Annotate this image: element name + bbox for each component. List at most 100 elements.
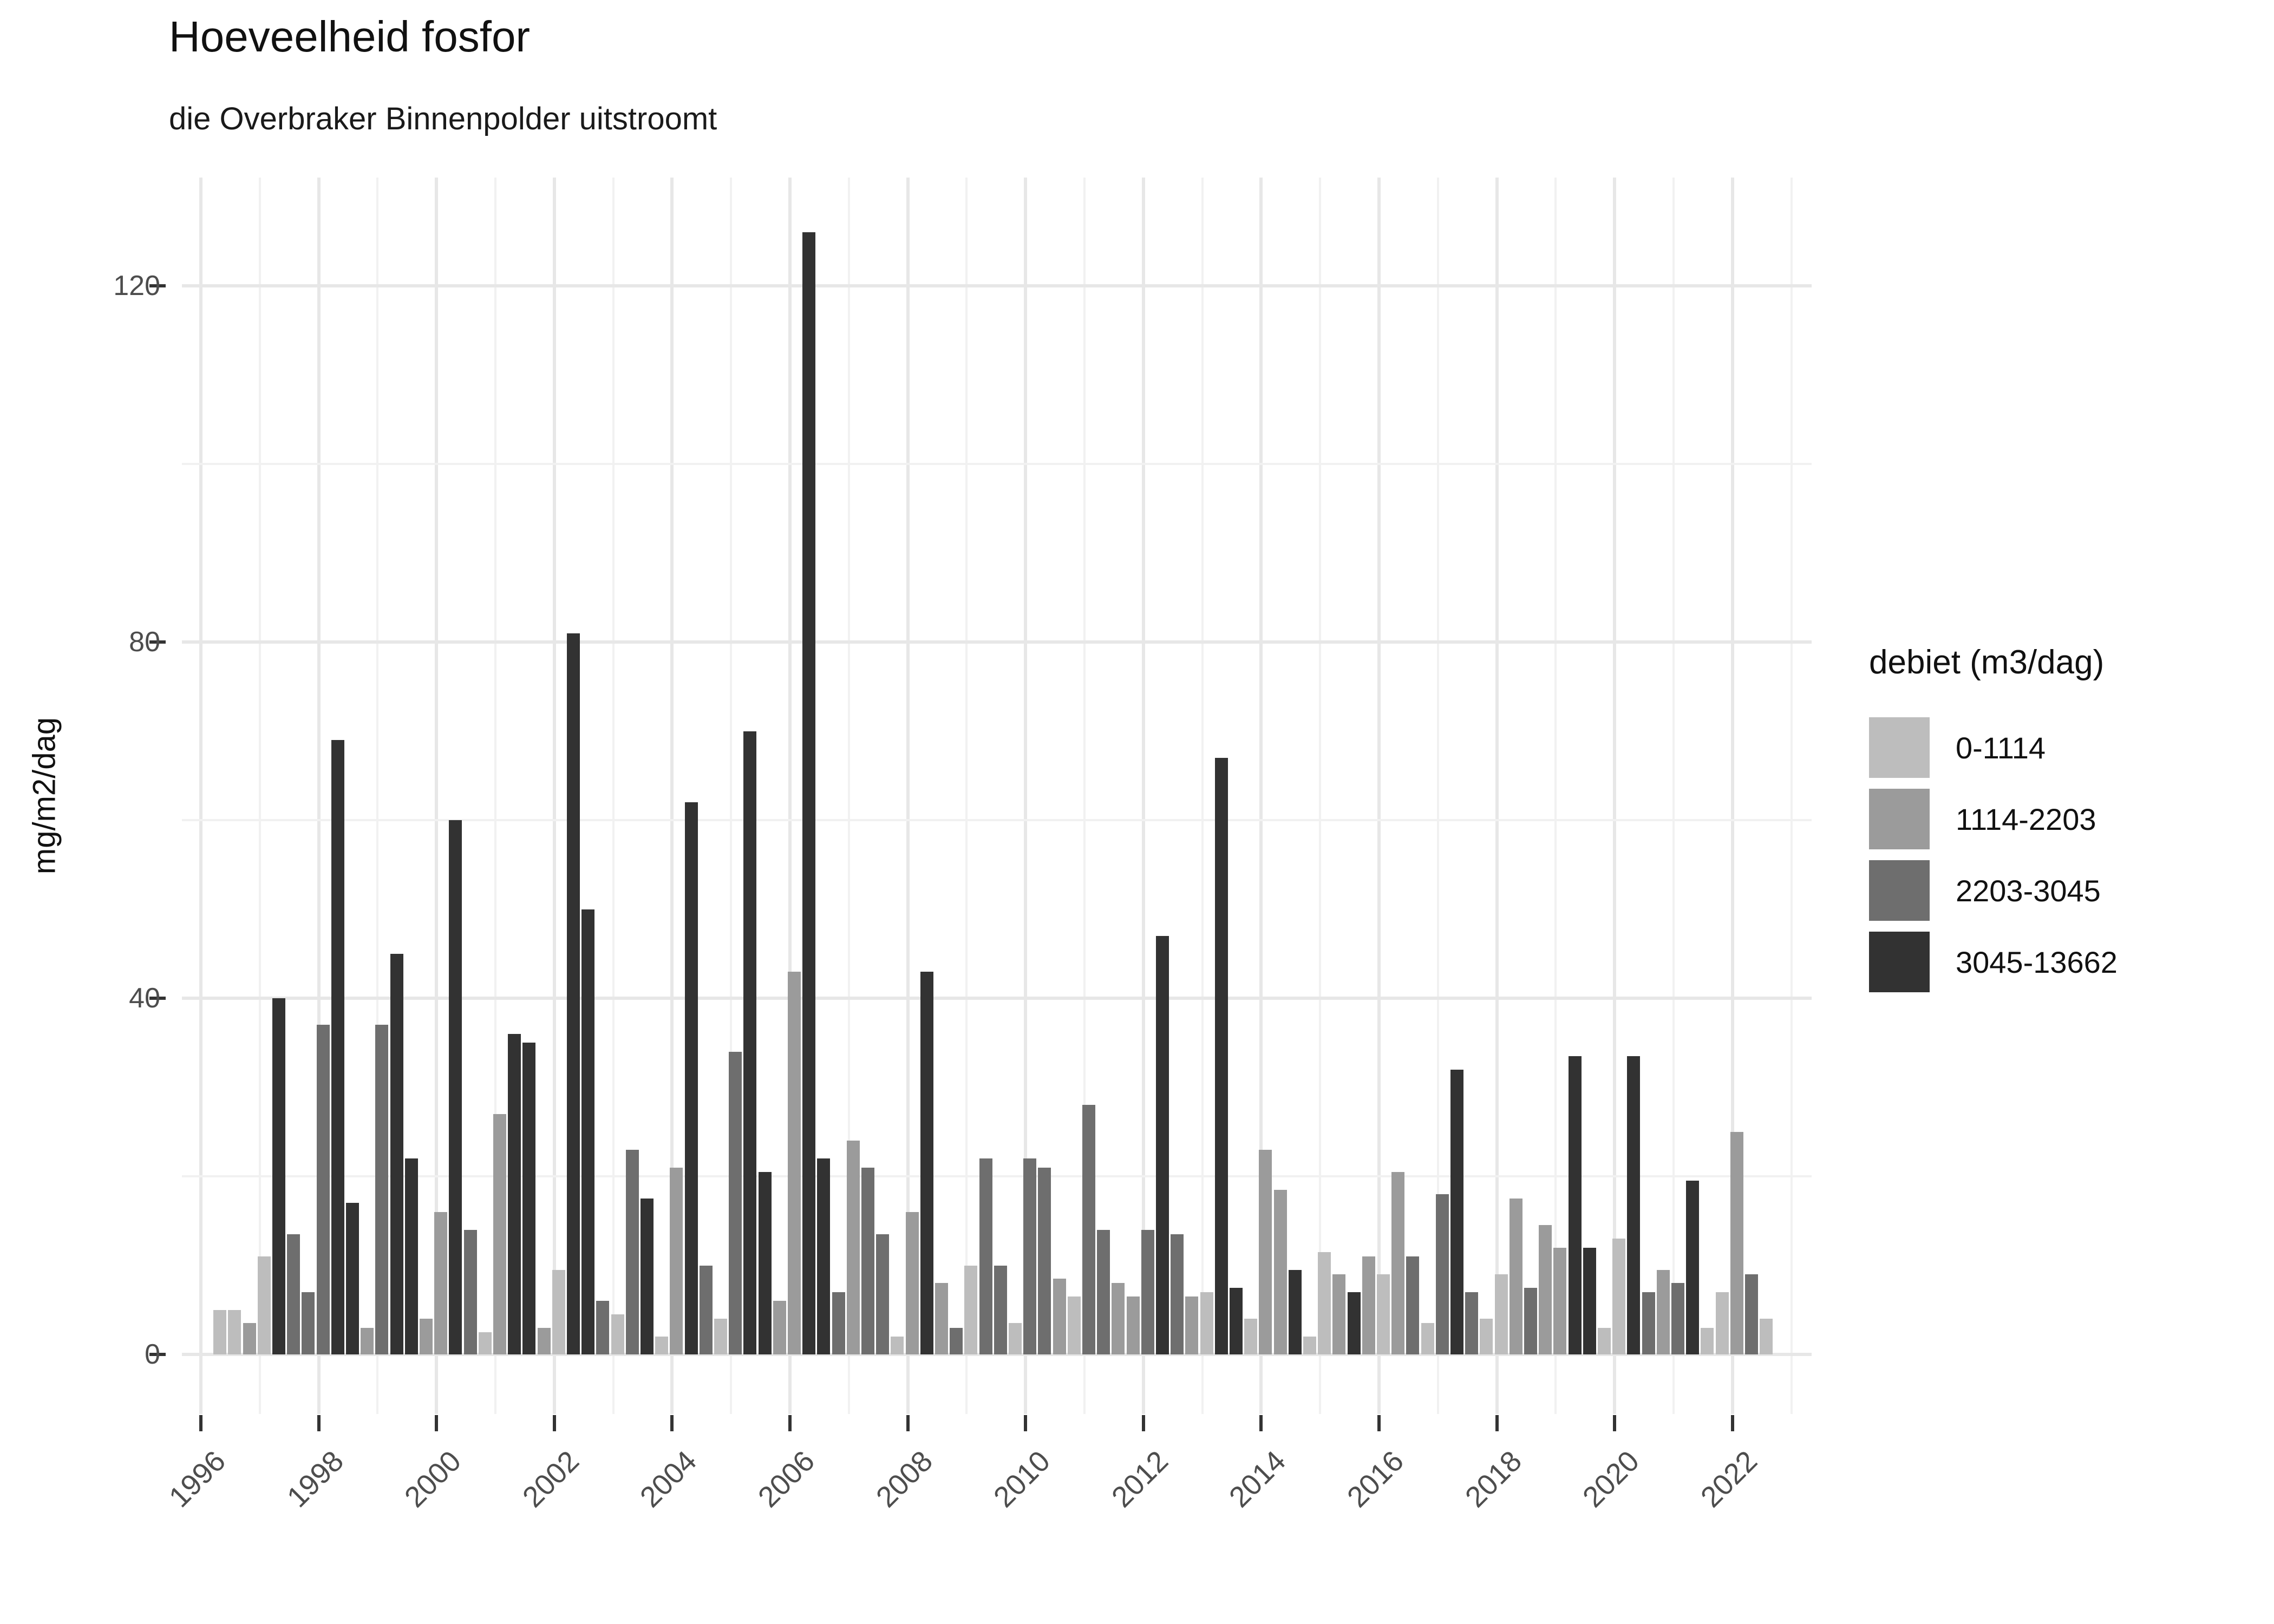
x-tick-label: 1996 [162, 1444, 232, 1514]
legend-label: 2203-3045 [1956, 873, 2101, 908]
bar [331, 739, 344, 1354]
bar [699, 1265, 713, 1354]
bar [346, 1203, 359, 1354]
bar [1318, 1252, 1331, 1354]
bar [994, 1265, 1007, 1354]
y-tick-0 [149, 1353, 166, 1356]
y-tick-80 [149, 640, 166, 644]
bar [522, 1043, 536, 1354]
bar [404, 1158, 418, 1354]
bar [1082, 1105, 1095, 1354]
bar [1288, 1269, 1302, 1354]
gridline-y-40 [182, 997, 1812, 1000]
bar [302, 1292, 315, 1354]
bar [1067, 1296, 1081, 1354]
x-tick-label: 1998 [280, 1444, 350, 1514]
gridline-year-2018 [1495, 178, 1499, 1414]
x-tick-label: 2022 [1694, 1444, 1763, 1514]
gridline-year-1998 [317, 178, 321, 1414]
gridline-year-2001 [494, 178, 496, 1414]
bar [478, 1332, 492, 1354]
bar [1421, 1323, 1434, 1354]
bar [508, 1033, 521, 1354]
gridline-year-2023 [1790, 178, 1793, 1414]
x-tick-label: 2008 [870, 1444, 939, 1514]
bar [552, 1269, 565, 1354]
bar [1112, 1283, 1125, 1354]
bar [257, 1256, 271, 1354]
y-tick-label: 40 [129, 983, 160, 1014]
bar [537, 1327, 551, 1354]
gridline-y-60 [182, 819, 1812, 821]
x-tick-2008 [906, 1415, 910, 1431]
bar [1332, 1274, 1346, 1354]
bar [1583, 1247, 1596, 1354]
bar [390, 953, 403, 1354]
bar [1509, 1199, 1522, 1354]
gridline-year-2011 [1083, 178, 1086, 1414]
bar [979, 1158, 992, 1354]
x-tick-label: 2016 [1341, 1444, 1410, 1514]
bar [670, 1167, 683, 1354]
gridline-year-2008 [906, 178, 910, 1414]
bar [420, 1319, 433, 1354]
bar [1053, 1279, 1066, 1354]
bar [1023, 1158, 1037, 1354]
legend-title: debiet (m3/dag) [1869, 644, 2105, 681]
x-tick-2004 [670, 1415, 674, 1431]
bar [817, 1158, 831, 1354]
legend-swatch [1869, 860, 1930, 921]
bar [243, 1323, 256, 1354]
bar [1214, 757, 1228, 1354]
bar [287, 1234, 300, 1354]
bar [832, 1292, 845, 1354]
legend: debiet (m3/dag) 0-1114 1114-2203 2203-3045… [1869, 643, 2118, 1003]
bar [641, 1199, 654, 1354]
bar [861, 1167, 874, 1354]
bar [1347, 1292, 1361, 1354]
legend-label: 3045-13662 [1956, 945, 2118, 979]
bar [361, 1327, 374, 1354]
y-tick-40 [149, 997, 166, 1000]
y-tick-label: 0 [145, 1339, 160, 1370]
bar [1465, 1292, 1479, 1354]
bar [272, 998, 285, 1354]
x-tick-label: 2002 [516, 1444, 585, 1514]
chart-title: Hoeveelheid fosfor [169, 12, 531, 61]
x-tick-2014 [1259, 1415, 1263, 1431]
bar [375, 1025, 389, 1354]
bar [611, 1314, 624, 1354]
x-tick-2012 [1141, 1415, 1145, 1431]
plot-panel [182, 178, 1812, 1414]
bar [463, 1229, 477, 1354]
bar [876, 1234, 890, 1354]
gridline-y-80 [182, 640, 1812, 644]
bar [1553, 1247, 1567, 1354]
bar [596, 1301, 610, 1354]
bar [1303, 1337, 1316, 1354]
bar [1009, 1323, 1022, 1354]
gridline-year-2000 [435, 178, 439, 1414]
gridline-year-2019 [1554, 178, 1557, 1414]
legend-label: 0-1114 [1956, 730, 2046, 765]
legend-item-0: 0-1114 [1869, 717, 2118, 778]
bar [1230, 1287, 1243, 1354]
gridline-year-2013 [1201, 178, 1204, 1414]
bar [935, 1283, 948, 1354]
bar [1539, 1225, 1552, 1354]
gridline-year-2015 [1319, 178, 1322, 1414]
x-tick-2002 [552, 1415, 556, 1431]
y-tick-label: 120 [113, 270, 160, 302]
gridline-year-2022 [1730, 178, 1734, 1414]
x-tick-2016 [1377, 1415, 1381, 1431]
bar [920, 971, 933, 1354]
bar [1450, 1069, 1463, 1354]
bar [1760, 1319, 1773, 1354]
legend-item-2: 2203-3045 [1869, 860, 2118, 921]
bar [1480, 1319, 1493, 1354]
x-tick-label: 2012 [1105, 1444, 1174, 1514]
chart-subtitle: die Overbraker Binnenpolder uitstroomt [169, 101, 717, 136]
gridline-year-2010 [1024, 178, 1028, 1414]
gridline-year-1996 [199, 178, 202, 1414]
